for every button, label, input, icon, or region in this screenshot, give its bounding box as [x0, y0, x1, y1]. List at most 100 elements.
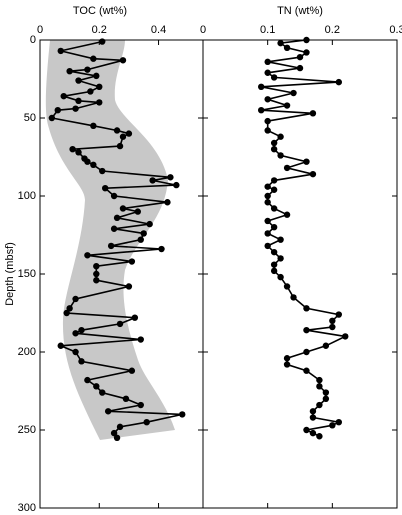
- data-point: [277, 273, 284, 281]
- data-point: [60, 92, 67, 100]
- data-point: [143, 419, 150, 426]
- data-point: [110, 429, 118, 437]
- data-point: [309, 429, 317, 437]
- data-point: [128, 367, 136, 374]
- data-point: [78, 326, 85, 334]
- data-point: [96, 99, 103, 106]
- data-point: [122, 395, 130, 402]
- data-point: [277, 133, 284, 140]
- data-point: [146, 220, 153, 228]
- data-point: [93, 72, 100, 80]
- data-point: [264, 127, 271, 134]
- data-point: [93, 263, 100, 270]
- data-point: [296, 53, 304, 61]
- data-point: [264, 242, 271, 250]
- data-point: [72, 295, 79, 303]
- data-point: [309, 414, 317, 421]
- data-point: [110, 225, 118, 232]
- data-point: [303, 158, 310, 165]
- data-point: [342, 333, 349, 340]
- data-point: [54, 107, 61, 114]
- data-point: [84, 66, 91, 73]
- data-point: [134, 208, 141, 215]
- data-point: [48, 114, 56, 122]
- data-point: [66, 305, 73, 312]
- data-point: [140, 230, 147, 237]
- data-point: [270, 146, 278, 153]
- data-point: [335, 311, 342, 318]
- data-point: [75, 149, 82, 156]
- data-point: [277, 152, 284, 159]
- data-point: [93, 383, 100, 390]
- panel-frame: [202, 39, 398, 509]
- data-point: [84, 376, 91, 384]
- data-point: [116, 320, 124, 328]
- data-point: [264, 58, 271, 66]
- data-point: [303, 305, 310, 312]
- data-point: [322, 342, 330, 349]
- data-point: [303, 367, 310, 374]
- data-point: [322, 395, 330, 402]
- data-point: [69, 146, 76, 153]
- data-point: [283, 283, 291, 290]
- data-point: [270, 248, 278, 256]
- x-tick-label: 0.2: [325, 24, 340, 36]
- data-point: [264, 96, 271, 103]
- data-point: [84, 252, 91, 259]
- data-point: [119, 205, 127, 212]
- x-tick-label: 0.2: [92, 24, 107, 36]
- y-tick-label: 100: [18, 190, 36, 202]
- panel-title: TN (wt%): [277, 5, 323, 17]
- y-tick-label: 300: [18, 502, 36, 514]
- x-tick-label: 0.1: [260, 24, 275, 36]
- data-point: [264, 230, 271, 237]
- data-point: [264, 183, 271, 190]
- data-point: [316, 401, 323, 409]
- data-point: [99, 389, 106, 396]
- data-point: [113, 214, 121, 222]
- data-point: [90, 122, 97, 129]
- data-point: [75, 97, 82, 105]
- data-point: [90, 161, 97, 168]
- data-point: [316, 383, 323, 390]
- data-point: [107, 242, 115, 250]
- data-point: [72, 330, 79, 337]
- data-point: [99, 167, 106, 175]
- data-point: [96, 83, 103, 91]
- data-point: [116, 142, 124, 150]
- data-point: [258, 107, 265, 114]
- data-point: [303, 49, 310, 56]
- data-point: [283, 211, 291, 218]
- data-point: [322, 389, 330, 396]
- data-point: [329, 422, 336, 429]
- data-point: [303, 426, 310, 434]
- data-point: [128, 258, 136, 265]
- data-point: [264, 199, 271, 206]
- data-point: [270, 205, 278, 212]
- data-point: [335, 78, 342, 86]
- y-tick-label: 150: [18, 268, 36, 280]
- data-point: [102, 185, 109, 192]
- y-axis-label: Depth (mbsf): [4, 242, 16, 306]
- data-point: [137, 236, 144, 243]
- data-point: [264, 69, 271, 76]
- data-point: [149, 177, 156, 184]
- data-point: [90, 55, 97, 62]
- data-point: [125, 283, 133, 290]
- data-point: [93, 277, 100, 284]
- data-point: [72, 348, 79, 356]
- x-tick-label: 0.3: [389, 24, 402, 36]
- data-point: [283, 164, 291, 172]
- data-point: [303, 348, 310, 356]
- data-point: [277, 255, 284, 262]
- data-point: [164, 199, 171, 206]
- data-point: [87, 88, 94, 95]
- data-point: [84, 158, 91, 165]
- data-point: [329, 317, 336, 324]
- data-point: [309, 110, 317, 117]
- y-tick-label: 250: [18, 424, 36, 436]
- data-point: [57, 47, 64, 55]
- data-point: [57, 342, 64, 349]
- data-point: [296, 64, 304, 72]
